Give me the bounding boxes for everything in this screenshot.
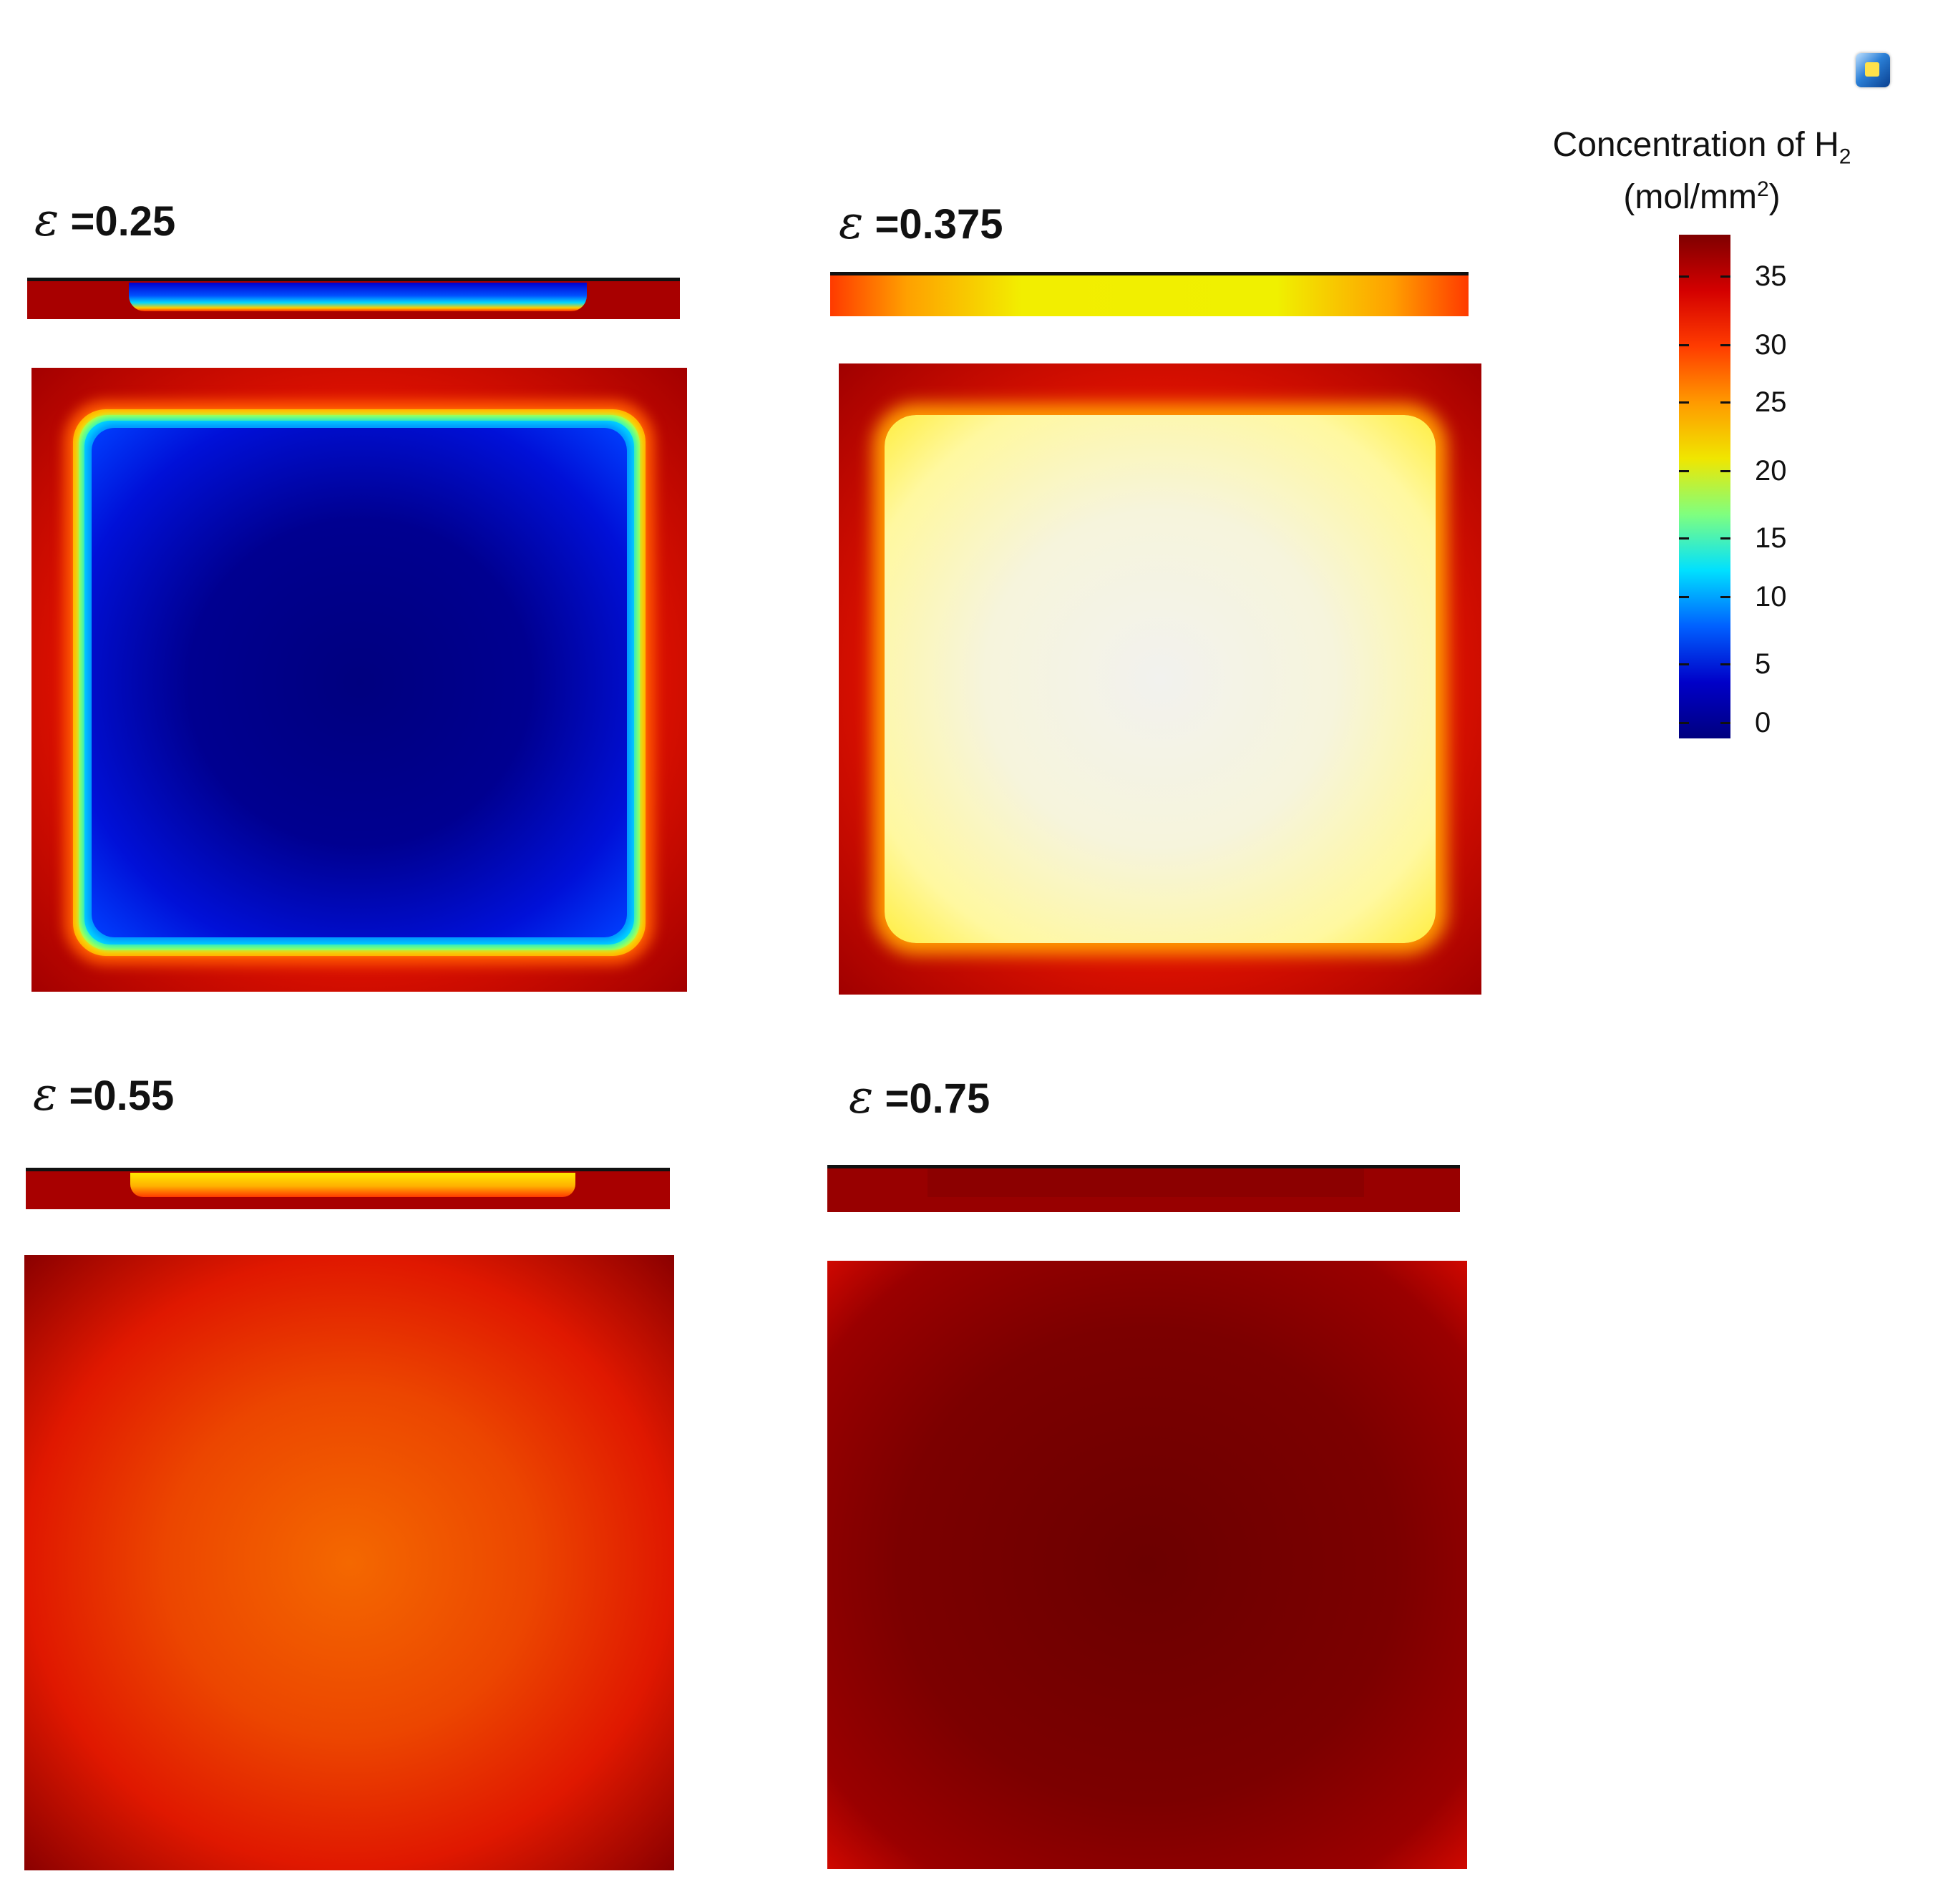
colorbar-tick-mark <box>1679 663 1689 665</box>
square-eps-0375 <box>839 363 1481 995</box>
strip-eps-025 <box>27 278 680 319</box>
colorbar-tick-mark <box>1720 344 1730 346</box>
epsilon-symbol: ε <box>34 194 59 247</box>
colorbar-tick-label: 30 <box>1755 329 1787 361</box>
colorbar-tick-label: 20 <box>1755 455 1787 487</box>
square-eps-075 <box>827 1261 1467 1869</box>
colorbar-tick-mark <box>1679 537 1689 540</box>
square-eps-055 <box>24 1255 674 1870</box>
colorbar-tick-mark <box>1720 470 1730 472</box>
colorbar-title-line1: Concentration of H2 <box>1552 126 1851 169</box>
epsilon-symbol: ε <box>849 1071 874 1124</box>
panel-label-eps-075: ε =0.75 <box>849 1075 990 1121</box>
epsilon-value: =0.375 <box>875 201 1003 248</box>
colorbar-title-line2: (mol/mm2) <box>1623 177 1781 217</box>
square-eps-025 <box>31 368 687 992</box>
colorbar-gradient <box>1679 235 1730 738</box>
panel-label-eps-0375: ε =0.375 <box>839 200 1003 246</box>
epsilon-symbol: ε <box>839 197 864 250</box>
colorbar-tick-mark <box>1679 470 1689 472</box>
strip-depleted-zone <box>129 283 587 311</box>
colorbar-tick-label: 15 <box>1755 522 1787 554</box>
strip-eps-055 <box>26 1168 670 1209</box>
epsilon-symbol: ε <box>33 1068 58 1121</box>
colorbar-tick-mark <box>1720 275 1730 278</box>
colorbar-tick-mark <box>1720 401 1730 404</box>
colorbar-tick-label: 10 <box>1755 581 1787 612</box>
colorbar-tick-label: 0 <box>1755 707 1771 738</box>
colorbar-tick-label: 25 <box>1755 386 1787 418</box>
saturated-core <box>885 415 1436 943</box>
epsilon-value: =0.55 <box>69 1073 175 1119</box>
strip-eps-075 <box>827 1165 1460 1212</box>
epsilon-value: =0.75 <box>885 1075 990 1122</box>
app-icon <box>1856 53 1890 87</box>
colorbar-title: Concentration of H2 (mol/mm2) <box>1516 120 1888 223</box>
colorbar-tick-mark <box>1679 722 1689 724</box>
strip-rich-zone <box>130 1173 575 1197</box>
colorbar-tick-mark <box>1720 663 1730 665</box>
colorbar-tick-mark <box>1679 344 1689 346</box>
colorbar-tick-mark <box>1720 722 1730 724</box>
colorbar-tick-label: 5 <box>1755 648 1771 680</box>
colorbar-tick-mark <box>1720 537 1730 540</box>
panel-label-eps-025: ε =0.25 <box>34 197 175 243</box>
strip-eps-0375 <box>830 272 1469 316</box>
colorbar-tick-mark <box>1679 275 1689 278</box>
colorbar-tick-mark <box>1720 596 1730 598</box>
colorbar-tick-label: 35 <box>1755 260 1787 292</box>
panel-label-eps-055: ε =0.55 <box>33 1072 174 1118</box>
colorbar-tick-mark <box>1679 596 1689 598</box>
colorbar-tick-mark <box>1679 401 1689 404</box>
epsilon-value: =0.25 <box>70 198 176 245</box>
